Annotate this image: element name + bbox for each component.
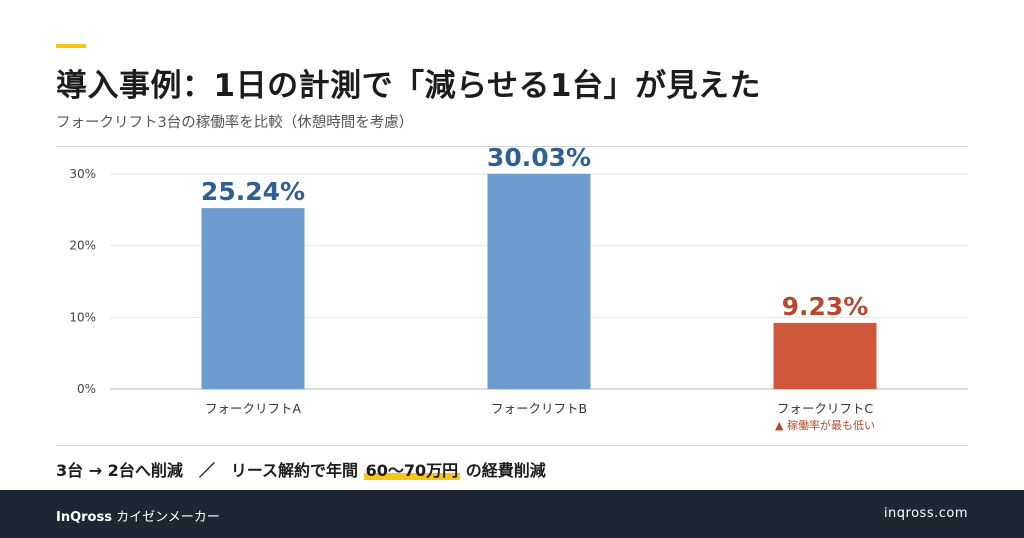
x-category-label: フォークリフトA — [205, 401, 302, 416]
bars — [201, 173, 877, 389]
page-title: 導入事例：1日の計測で「減らせる1台」が見えた — [56, 68, 762, 104]
brand-name: InQross — [56, 510, 112, 525]
summary-line: 3台 → 2台へ削減 ／ リース解約で年間 60〜70万円 の経費削減 — [56, 457, 546, 481]
bar — [773, 322, 877, 389]
summary-highlight: 60〜70万円 — [363, 461, 461, 480]
y-tick-label: 20% — [69, 239, 96, 253]
y-tick-label: 0% — [77, 382, 96, 396]
page-subtitle: フォークリフト3台の稼働率を比較（休憩時間を考慮） — [56, 115, 414, 131]
y-tick-label: 10% — [69, 310, 96, 324]
bar — [201, 208, 305, 389]
brand-tagline: カイゼンメーカー — [116, 510, 220, 525]
x-axis-categories: フォークリフトA フォークリフトB フォークリフトC ▲ 稼働率が最も低い — [205, 401, 875, 432]
lowest-rate-annotation: ▲ 稼働率が最も低い — [775, 418, 875, 432]
footer-site-link[interactable]: inqross.com — [883, 506, 968, 521]
x-category-label: フォークリフトB — [491, 401, 587, 416]
data-labels: 25.24% 30.03% 9.23% — [201, 143, 868, 321]
footer: InQross カイゼンメーカー inqross.com — [0, 490, 1024, 538]
data-label: 25.24% — [201, 177, 305, 206]
divider-bottom — [56, 445, 968, 446]
data-label: 9.23% — [782, 292, 869, 321]
summary-prefix: 3台 → 2台へ削減 ／ リース解約で年間 — [56, 461, 364, 480]
summary-suffix: の経費削減 — [460, 461, 546, 480]
y-tick-label: 30% — [69, 167, 96, 181]
accent-bar — [56, 44, 86, 48]
y-axis-ticks: 0% 10% 20% 30% — [69, 167, 96, 396]
x-category-label: フォークリフトC — [777, 401, 874, 416]
data-label: 30.03% — [487, 143, 591, 172]
divider-top — [56, 146, 968, 147]
footer-brand: InQross カイゼンメーカー — [56, 506, 220, 525]
bar — [487, 173, 591, 389]
bar-chart: 0%10%20%30% 25.24%30.03%9.23% フォークリフトA フォ… — [69, 143, 968, 432]
